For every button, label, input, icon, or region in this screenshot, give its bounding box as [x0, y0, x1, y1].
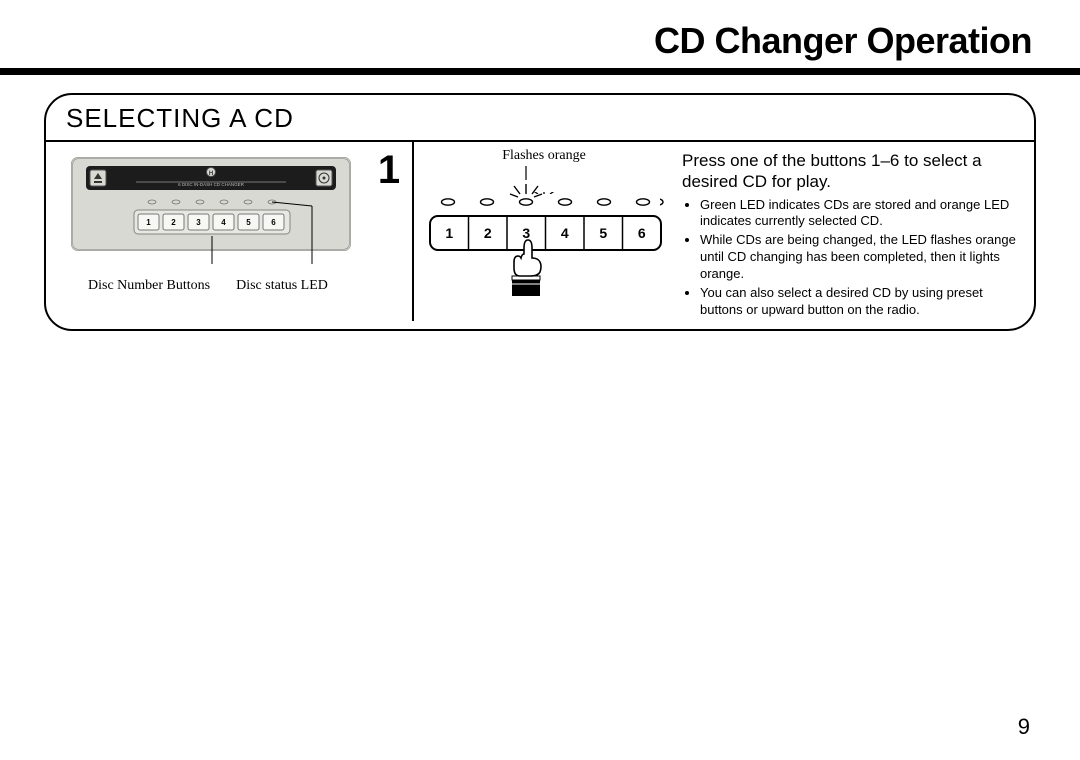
svg-text:2: 2 [171, 218, 176, 227]
svg-text:5: 5 [246, 218, 251, 227]
bullet-item: Green LED indicates CDs are stored and o… [700, 197, 1022, 231]
device-label-text: 6 DISC IN-DASH CD CHANGER [178, 182, 245, 187]
step-number: 1 [366, 142, 414, 321]
closeup-column: 1 Flashes orange [366, 142, 676, 329]
disc-status-led-label: Disc status LED [236, 278, 328, 294]
header-rule [0, 68, 1080, 75]
panel-heading: SELECTING A CD [46, 95, 1034, 142]
svg-text:4: 4 [561, 225, 569, 241]
instruction-bullets: Green LED indicates CDs are stored and o… [682, 197, 1022, 319]
bullet-item: While CDs are being changed, the LED fla… [700, 232, 1022, 283]
svg-text:6: 6 [271, 218, 276, 227]
page-number: 9 [1018, 714, 1030, 740]
instruction-panel: SELECTING A CD [44, 93, 1036, 331]
svg-text:4: 4 [221, 218, 226, 227]
device-illustration-column: H 6 DISC IN-DASH CD CHANGER [46, 142, 366, 329]
svg-text:1: 1 [445, 225, 453, 241]
bullet-item: You can also select a desired CD by usin… [700, 285, 1022, 319]
svg-text:2: 2 [484, 225, 492, 241]
svg-text:3: 3 [196, 218, 201, 227]
page-title: CD Changer Operation [44, 20, 1032, 62]
instruction-lead: Press one of the buttons 1–6 to select a… [682, 150, 1022, 193]
cd-changer-device: H 6 DISC IN-DASH CD CHANGER [66, 152, 356, 272]
instruction-text-column: Press one of the buttons 1–6 to select a… [676, 142, 1034, 329]
svg-text:1: 1 [146, 218, 151, 227]
svg-text:3: 3 [522, 225, 530, 241]
svg-text:H: H [209, 171, 213, 177]
flashes-orange-label: Flashes orange [424, 148, 664, 164]
svg-text:6: 6 [638, 225, 646, 241]
svg-text:5: 5 [599, 225, 607, 241]
button-closeup-illustration: 1 2 3 4 5 6 [424, 164, 664, 314]
disc-number-buttons-label: Disc Number Buttons [88, 278, 210, 294]
